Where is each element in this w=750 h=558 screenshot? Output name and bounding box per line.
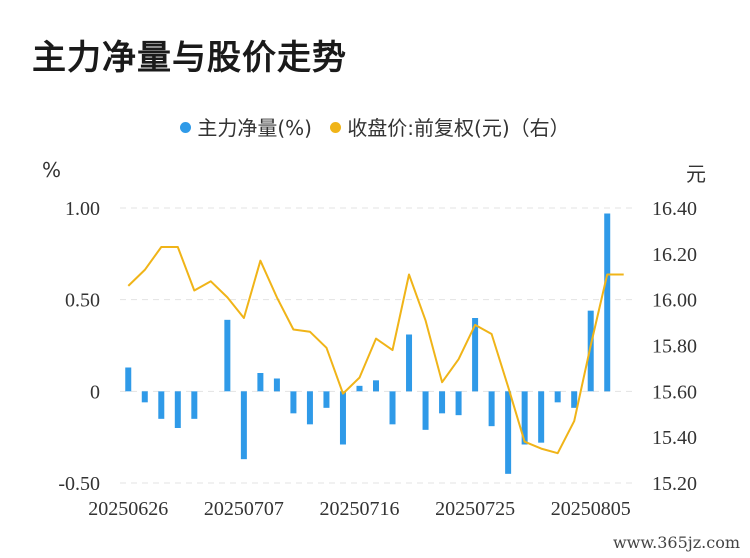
bar xyxy=(455,391,462,416)
bar xyxy=(389,391,396,425)
watermark: www.365jz.com xyxy=(612,533,740,552)
bar xyxy=(488,391,495,427)
x-tick-label: 20250805 xyxy=(551,498,631,520)
legend-line-label: 收盘价:前复权(元)（右） xyxy=(347,116,570,140)
bar xyxy=(472,318,479,392)
bar xyxy=(356,385,363,392)
bar xyxy=(406,334,413,392)
bar xyxy=(306,391,313,425)
y-right-tick-label: 15.40 xyxy=(652,427,697,449)
bar xyxy=(191,391,198,419)
bar xyxy=(125,367,132,392)
y-left-tick-label: 0.50 xyxy=(65,290,100,312)
bar xyxy=(323,391,330,408)
y-right-tick-label: 16.20 xyxy=(652,244,697,266)
bar xyxy=(505,391,512,474)
y-left-tick-label: 0 xyxy=(90,381,100,403)
bar xyxy=(339,391,346,445)
x-tick-label: 20250716 xyxy=(319,498,399,520)
bar xyxy=(587,310,594,392)
bar xyxy=(571,391,578,408)
legend-line-marker xyxy=(330,122,342,133)
bar xyxy=(141,391,148,403)
legend-bar-label: 主力净量(%) xyxy=(197,116,312,140)
bar xyxy=(257,373,264,392)
left-axis-unit: % xyxy=(42,158,62,182)
y-right-tick-label: 16.00 xyxy=(652,290,697,312)
bar xyxy=(521,391,528,445)
y-right-tick-label: 15.80 xyxy=(652,336,697,358)
bar xyxy=(224,319,231,392)
y-left-tick-label: 1.00 xyxy=(65,198,100,220)
bar xyxy=(158,391,165,419)
bar xyxy=(373,380,379,392)
right-axis-unit: 元 xyxy=(686,162,706,186)
bar xyxy=(290,391,297,414)
y-left-tick-label: -0.50 xyxy=(58,473,100,495)
bar xyxy=(174,391,181,428)
y-right-tick-label: 16.40 xyxy=(652,198,697,220)
bar xyxy=(273,378,280,392)
x-tick-label: 20250707 xyxy=(204,498,284,520)
legend-bar-marker xyxy=(180,122,192,133)
y-right-tick-label: 15.20 xyxy=(652,473,697,495)
x-tick-label: 20250626 xyxy=(88,498,168,520)
legend-item-line[interactable]: 收盘价:前复权(元)（右） xyxy=(330,112,570,141)
bar xyxy=(604,213,611,392)
legend-item-bar[interactable]: 主力净量(%) xyxy=(180,112,312,141)
bar xyxy=(439,391,446,414)
bar xyxy=(554,391,561,403)
price-line xyxy=(127,246,624,455)
bar xyxy=(538,391,545,443)
bar xyxy=(422,391,429,430)
x-tick-label: 20250725 xyxy=(435,498,515,520)
bar xyxy=(240,391,247,460)
chart-title: 主力净量与股价走势 xyxy=(32,38,347,78)
legend: 主力净量(%) 收盘价:前复权(元)（右） xyxy=(0,112,750,141)
y-right-tick-label: 15.60 xyxy=(652,381,697,403)
